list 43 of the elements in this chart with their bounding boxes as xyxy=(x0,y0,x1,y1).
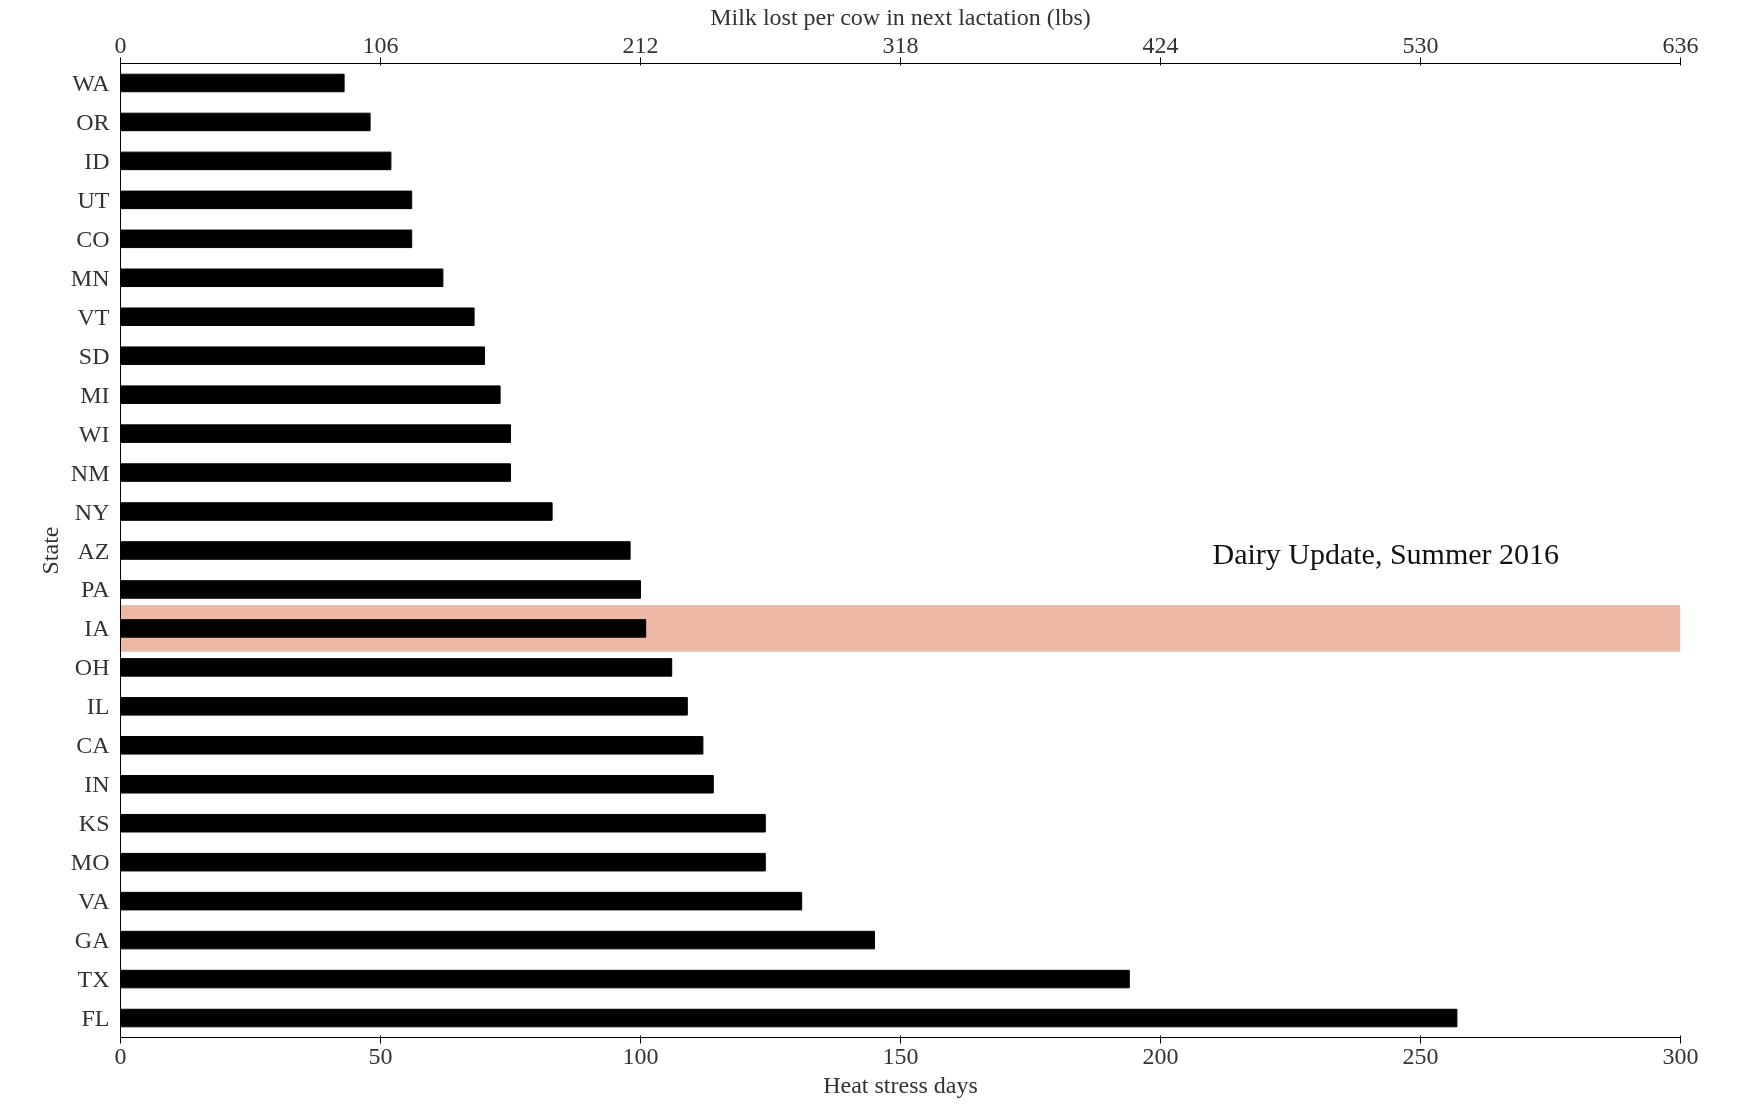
y-tick-label: CA xyxy=(76,732,111,759)
y-tick-label: MI xyxy=(80,381,110,408)
y-tick-label: OR xyxy=(76,108,110,135)
x-tick-label: 0 xyxy=(114,1042,127,1069)
y-tick-label: PA xyxy=(81,576,111,603)
y-tick-label: VT xyxy=(77,303,110,330)
x2-tick-label: 424 xyxy=(1142,31,1179,58)
y-tick-label: MO xyxy=(70,849,110,876)
y-tick-label: OH xyxy=(74,654,110,681)
y-tick-label: AZ xyxy=(77,537,110,564)
x-tick-label: 150 xyxy=(882,1042,919,1069)
y-tick-label: NM xyxy=(70,459,110,486)
x2-axis-title: Milk lost per cow in next lactation (lbs) xyxy=(710,3,1091,30)
annotation: Dairy Update, Summer 2016 xyxy=(1212,536,1560,570)
y-tick-label: IL xyxy=(86,693,110,720)
y-axis-title: State xyxy=(36,526,63,575)
y-tick-label: UT xyxy=(77,186,110,213)
x2-tick-label: 212 xyxy=(622,31,659,58)
y-tick-label: TX xyxy=(77,966,110,993)
y-tick-label: GA xyxy=(74,927,111,954)
y-tick-label: MN xyxy=(70,264,110,291)
x-tick-label: 200 xyxy=(1142,1042,1179,1069)
y-tick-label: FL xyxy=(81,1005,110,1032)
x2-tick-label: 318 xyxy=(882,31,919,58)
x2-tick-label: 0 xyxy=(114,31,127,58)
y-tick-label: VA xyxy=(77,888,111,915)
y-tick-label: IN xyxy=(84,771,110,798)
x2-tick-label: 636 xyxy=(1662,31,1699,58)
x-tick-label: 100 xyxy=(622,1042,659,1069)
y-tick-label: CO xyxy=(76,225,110,252)
y-tick-label: ID xyxy=(84,147,110,174)
y-tick-label: SD xyxy=(78,342,110,369)
y-tick-label: NY xyxy=(74,498,110,525)
x2-tick-label: 530 xyxy=(1402,31,1439,58)
y-tick-label: KS xyxy=(78,810,110,837)
y-tick-label: WI xyxy=(78,420,110,447)
y-tick-label: WA xyxy=(72,69,111,96)
x2-tick-label: 106 xyxy=(362,31,399,58)
y-tick-label: IA xyxy=(84,615,111,642)
x-tick-label: 250 xyxy=(1402,1042,1439,1069)
x-tick-label: 300 xyxy=(1662,1042,1699,1069)
x-tick-label: 50 xyxy=(368,1042,393,1069)
x-axis-title: Heat stress days xyxy=(823,1071,978,1098)
